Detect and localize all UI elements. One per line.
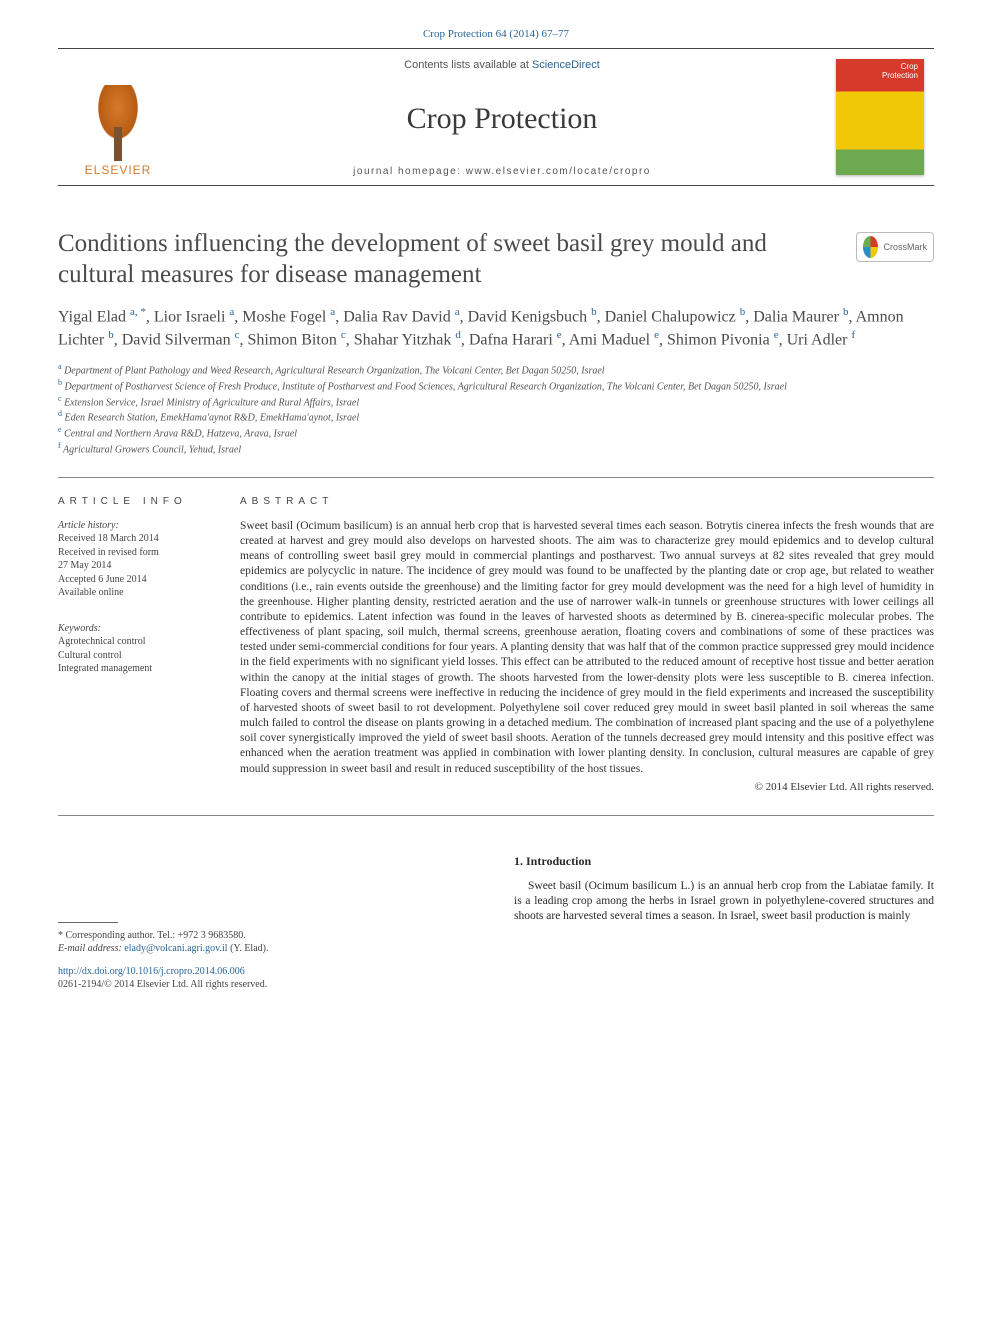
footnote-separator	[58, 922, 118, 923]
introduction-heading: 1. Introduction	[514, 854, 934, 869]
keyword: Cultural control	[58, 649, 216, 663]
affiliation-line: e Central and Northern Arava R&D, Hatzev…	[58, 425, 934, 441]
journal-name: Crop Protection	[407, 102, 598, 136]
article-info-column: ARTICLE INFO Article history: Received 1…	[58, 496, 240, 793]
affiliation-line: f Agricultural Growers Council, Yehud, I…	[58, 441, 934, 457]
homepage-url[interactable]: www.elsevier.com/locate/cropro	[466, 166, 651, 177]
journal-homepage-line: journal homepage: www.elsevier.com/locat…	[353, 166, 651, 177]
sciencedirect-link[interactable]: ScienceDirect	[532, 59, 600, 71]
contents-available-line: Contents lists available at ScienceDirec…	[404, 59, 600, 71]
crossmark-label: CrossMark	[883, 242, 927, 252]
article-history-block: Article history: Received 18 March 2014 …	[58, 519, 216, 600]
section-divider	[58, 815, 934, 816]
abstract-heading: ABSTRACT	[240, 496, 934, 507]
cover-thumbnail-container: Crop Protection	[826, 49, 934, 185]
elsevier-tree-icon	[84, 85, 152, 161]
footnote-column: * Corresponding author. Tel.: +972 3 968…	[58, 854, 496, 991]
crossmark-badge[interactable]: CrossMark	[856, 232, 934, 262]
corr-author-line: * Corresponding author. Tel.: +972 3 968…	[58, 929, 478, 942]
keywords-label: Keywords:	[58, 622, 216, 636]
cover-title-text: Crop Protection	[882, 63, 918, 81]
publisher-name: ELSEVIER	[84, 163, 152, 177]
publisher-logo-container: ELSEVIER	[58, 49, 178, 185]
cover-text-line-2: Protection	[882, 71, 918, 80]
email-line: E-mail address: elady@volcani.agri.gov.i…	[58, 942, 478, 955]
journal-header: ELSEVIER Contents lists available at Sci…	[58, 48, 934, 186]
keywords-block: Keywords: Agrotechnical control Cultural…	[58, 622, 216, 676]
journal-cover-thumbnail[interactable]: Crop Protection	[836, 59, 924, 175]
introduction-paragraph: Sweet basil (Ocimum basilicum L.) is an …	[514, 879, 934, 925]
issn-copyright-line: 0261-2194/© 2014 Elsevier Ltd. All right…	[58, 978, 478, 991]
doi-block: http://dx.doi.org/10.1016/j.cropro.2014.…	[58, 965, 478, 991]
affiliation-line: a Department of Plant Pathology and Weed…	[58, 362, 934, 378]
elsevier-logo[interactable]: ELSEVIER	[84, 85, 152, 177]
affiliation-line: c Extension Service, Israel Ministry of …	[58, 394, 934, 410]
authors-list: Yigal Elad a, *, Lior Israeli a, Moshe F…	[58, 305, 934, 352]
abstract-column: ABSTRACT Sweet basil (Ocimum basilicum) …	[240, 496, 934, 793]
email-label: E-mail address:	[58, 943, 122, 954]
article-title: Conditions influencing the development o…	[58, 228, 838, 291]
citation-link[interactable]: Crop Protection 64 (2014) 67–77	[58, 28, 934, 40]
corr-email-name: (Y. Elad).	[230, 943, 268, 954]
contents-prefix: Contents lists available at	[404, 59, 532, 71]
keyword: Agrotechnical control	[58, 635, 216, 649]
history-line: Accepted 6 June 2014	[58, 573, 216, 587]
corresponding-author-footnote: * Corresponding author. Tel.: +972 3 968…	[58, 929, 478, 955]
introduction-column: 1. Introduction Sweet basil (Ocimum basi…	[496, 854, 934, 991]
crossmark-container: CrossMark	[856, 232, 934, 262]
keyword: Integrated management	[58, 662, 216, 676]
history-line: Available online	[58, 586, 216, 600]
doi-link[interactable]: http://dx.doi.org/10.1016/j.cropro.2014.…	[58, 965, 478, 978]
history-line: Received in revised form	[58, 546, 216, 560]
header-center: Contents lists available at ScienceDirec…	[178, 49, 826, 185]
affiliation-line: d Eden Research Station, EmekHama'aynot …	[58, 409, 934, 425]
abstract-copyright: © 2014 Elsevier Ltd. All rights reserved…	[240, 781, 934, 793]
corr-email-link[interactable]: elady@volcani.agri.gov.il	[124, 943, 227, 954]
section-divider	[58, 477, 934, 478]
homepage-prefix: journal homepage:	[353, 166, 466, 177]
cover-text-line-1: Crop	[901, 62, 918, 71]
article-info-heading: ARTICLE INFO	[58, 496, 216, 507]
history-line: 27 May 2014	[58, 559, 216, 573]
history-label: Article history:	[58, 519, 216, 533]
crossmark-icon	[863, 236, 878, 258]
affiliation-line: b Department of Postharvest Science of F…	[58, 378, 934, 394]
affiliations-list: a Department of Plant Pathology and Weed…	[58, 362, 934, 457]
history-line: Received 18 March 2014	[58, 532, 216, 546]
abstract-text: Sweet basil (Ocimum basilicum) is an ann…	[240, 519, 934, 777]
